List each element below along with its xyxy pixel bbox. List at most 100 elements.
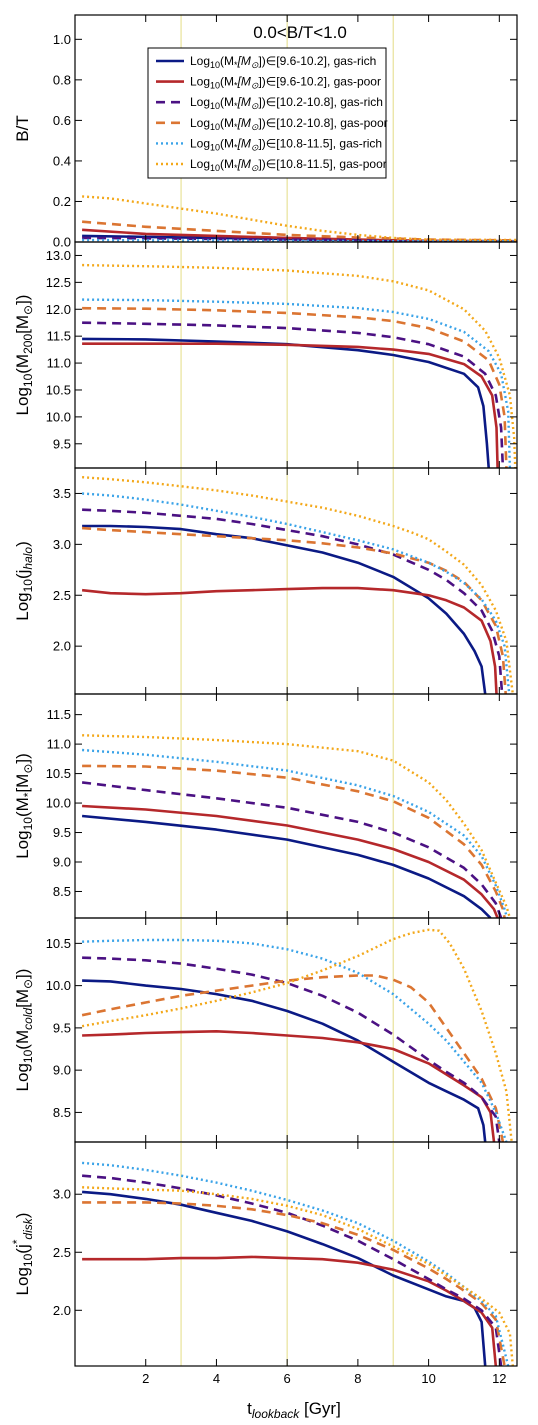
series-line-mcold-5 xyxy=(81,928,513,1142)
x-tick-label-5: 12 xyxy=(492,1371,506,1386)
x-axis-label-unit: [Gyr] xyxy=(299,1399,341,1418)
panel-jdisk: 2.0 2.5 3.0 Log10(j*disk) xyxy=(10,1141,518,1367)
panel-frame-mcold xyxy=(74,917,518,1143)
series-line-mcold-0 xyxy=(82,979,487,1142)
y-tick-label-bt-5: 1.0 xyxy=(53,32,71,47)
legend-label-5: Log10(M*[M⊙])∈[10.8-11.5], gas-poor xyxy=(190,157,387,173)
y-tick-label-mstar-6: 11.5 xyxy=(47,707,71,722)
y-tick-label-jhalo-2: 3.0 xyxy=(53,537,71,552)
series-line-m200-2 xyxy=(82,321,505,468)
curves-mcold xyxy=(81,928,513,1142)
panel-frame-jdisk xyxy=(74,1141,518,1367)
x-axis-label-main: t xyxy=(247,1399,252,1418)
y-tick-label-jhalo-0: 2.0 xyxy=(53,639,71,654)
y-tick-label-jhalo-3: 3.5 xyxy=(53,486,71,501)
series-line-mstar-2 xyxy=(81,781,503,918)
y-tick-label-mstar-5: 11.0 xyxy=(47,737,71,752)
series-line-mstar-1 xyxy=(82,804,499,918)
x-axis-label-subscript: lookback xyxy=(252,1407,300,1421)
y-tick-label-m200-2: 10.5 xyxy=(46,382,71,397)
series-line-m200-5 xyxy=(82,263,517,468)
series-line-jdisk-1 xyxy=(82,1255,498,1366)
y-tick-label-mcold-2: 9.5 xyxy=(53,1020,71,1035)
y-tick-label-mstar-2: 9.5 xyxy=(53,825,71,840)
y-tick-label-jdisk-2: 3.0 xyxy=(53,1187,71,1202)
chart-title: 0.0<B/T<1.0 xyxy=(253,23,347,42)
series-line-mcold-3 xyxy=(81,974,505,1142)
series-line-mstar-4 xyxy=(82,748,509,918)
y-axis-label-m200: Log10(M200[M⊙]) xyxy=(13,295,35,416)
y-axis-label-bt: B/T xyxy=(13,115,32,141)
x-tick-label-1: 4 xyxy=(213,1371,220,1386)
series-line-jdisk-2 xyxy=(81,1174,503,1366)
series-line-jhalo-1 xyxy=(81,586,498,694)
series-line-m200-0 xyxy=(82,337,490,468)
y-tick-label-mcold-3: 10.0 xyxy=(46,978,71,993)
series-line-m200-1 xyxy=(82,342,499,468)
y-tick-label-m200-4: 11.5 xyxy=(47,329,71,344)
panel-mcold: 8.5 9.0 9.5 10.0 10.5 Log10(Mcold[M⊙]) xyxy=(13,917,518,1143)
x-tick-label-3: 8 xyxy=(354,1371,361,1386)
y-tick-label-m200-3: 11.0 xyxy=(47,356,71,371)
x-axis-label: tlookback [Gyr] xyxy=(247,1399,341,1421)
curves-jhalo xyxy=(81,476,514,694)
y-tick-label-jhalo-1: 2.5 xyxy=(53,588,71,603)
panel-frame-m200 xyxy=(74,241,518,469)
x-tick-label-4: 10 xyxy=(421,1371,435,1386)
y-tick-label-m200-0: 9.5 xyxy=(53,436,71,451)
legend: Log10(M*[M⊙])∈[9.6-10.2], gas-rich Log10(… xyxy=(147,47,388,179)
y-tick-label-bt-0: 0.0 xyxy=(53,235,71,250)
panel-m200: 9.5 10.0 10.5 11.0 11.5 12.0 12.5 13.0 Log10(M20… xyxy=(13,241,518,469)
series-line-jhalo-4 xyxy=(82,492,511,694)
y-tick-label-bt-3: 0.6 xyxy=(53,113,71,128)
series-line-mcold-2 xyxy=(82,956,501,1142)
y-tick-label-jdisk-0: 2.0 xyxy=(53,1303,71,1318)
y-tick-label-m200-6: 12.5 xyxy=(46,275,71,290)
y-tick-label-bt-2: 0.4 xyxy=(53,153,71,168)
series-line-jdisk-5 xyxy=(82,1186,514,1366)
series-line-jhalo-5 xyxy=(82,476,514,694)
y-tick-label-jdisk-1: 2.5 xyxy=(53,1245,71,1260)
y-tick-label-mcold-4: 10.5 xyxy=(46,936,71,951)
y-tick-label-bt-1: 0.2 xyxy=(53,194,71,209)
curves-m200 xyxy=(82,263,517,468)
series-line-m200-3 xyxy=(82,306,508,468)
y-tick-label-m200-7: 13.0 xyxy=(46,248,71,263)
y-tick-label-m200-1: 10.0 xyxy=(46,409,71,424)
series-line-jhalo-3 xyxy=(82,526,507,694)
panels: 0.0 0.2 0.4 0.6 0.8 1.0 B/T 9.5 10.0 10.5 11.0 11.5… xyxy=(10,14,518,1386)
y-tick-label-mstar-4: 10.5 xyxy=(46,766,71,781)
y-tick-label-m200-5: 12.0 xyxy=(46,302,71,317)
legend-label-3: Log10(M*[M⊙])∈[10.2-10.8], gas-poor xyxy=(190,116,388,132)
legend-label-4: Log10(M*[M⊙])∈[10.8-11.5], gas-rich xyxy=(190,136,382,152)
y-axis-label-mstar: Log10(M*[M⊙]) xyxy=(13,753,35,859)
y-tick-label-bt-4: 0.8 xyxy=(53,72,71,87)
curves-jdisk xyxy=(81,1161,514,1366)
legend-label-2: Log10(M*[M⊙])∈[10.2-10.8], gas-rich xyxy=(190,95,383,111)
panel-bt: 0.0 0.2 0.4 0.6 0.8 1.0 B/T xyxy=(13,14,518,250)
y-tick-label-mcold-1: 9.0 xyxy=(53,1063,71,1078)
panel-frame-jhalo xyxy=(74,467,518,695)
curves-bt xyxy=(81,195,517,242)
curves-mstar xyxy=(81,734,512,918)
series-line-mcold-4 xyxy=(82,938,508,1142)
series-line-jdisk-3 xyxy=(82,1201,506,1366)
series-line-mcold-1 xyxy=(82,1030,496,1142)
series-line-jhalo-0 xyxy=(82,524,487,694)
y-tick-label-mcold-0: 8.5 xyxy=(53,1105,71,1120)
x-tick-label-0: 2 xyxy=(142,1371,149,1386)
series-line-jdisk-4 xyxy=(82,1161,510,1366)
legend-box xyxy=(147,47,387,179)
legend-label-1: Log10(M*[M⊙])∈[9.6-10.2], gas-poor xyxy=(190,75,381,91)
y-tick-label-mstar-0: 8.5 xyxy=(53,884,71,899)
series-line-mstar-3 xyxy=(82,764,506,918)
series-line-jhalo-2 xyxy=(82,508,504,694)
y-axis-label-mcold: Log10(Mcold[M⊙]) xyxy=(13,969,35,1092)
legend-label-0: Log10(M*[M⊙])∈[9.6-10.2], gas-rich xyxy=(190,54,376,70)
y-tick-label-mstar-3: 10.0 xyxy=(46,796,71,811)
y-axis-label-jhalo: Log10(jhalo) xyxy=(13,541,35,621)
series-line-mstar-5 xyxy=(82,734,512,918)
series-line-mstar-0 xyxy=(81,814,492,918)
y-axis-label-jdisk: Log10(j*disk) xyxy=(10,1213,35,1296)
